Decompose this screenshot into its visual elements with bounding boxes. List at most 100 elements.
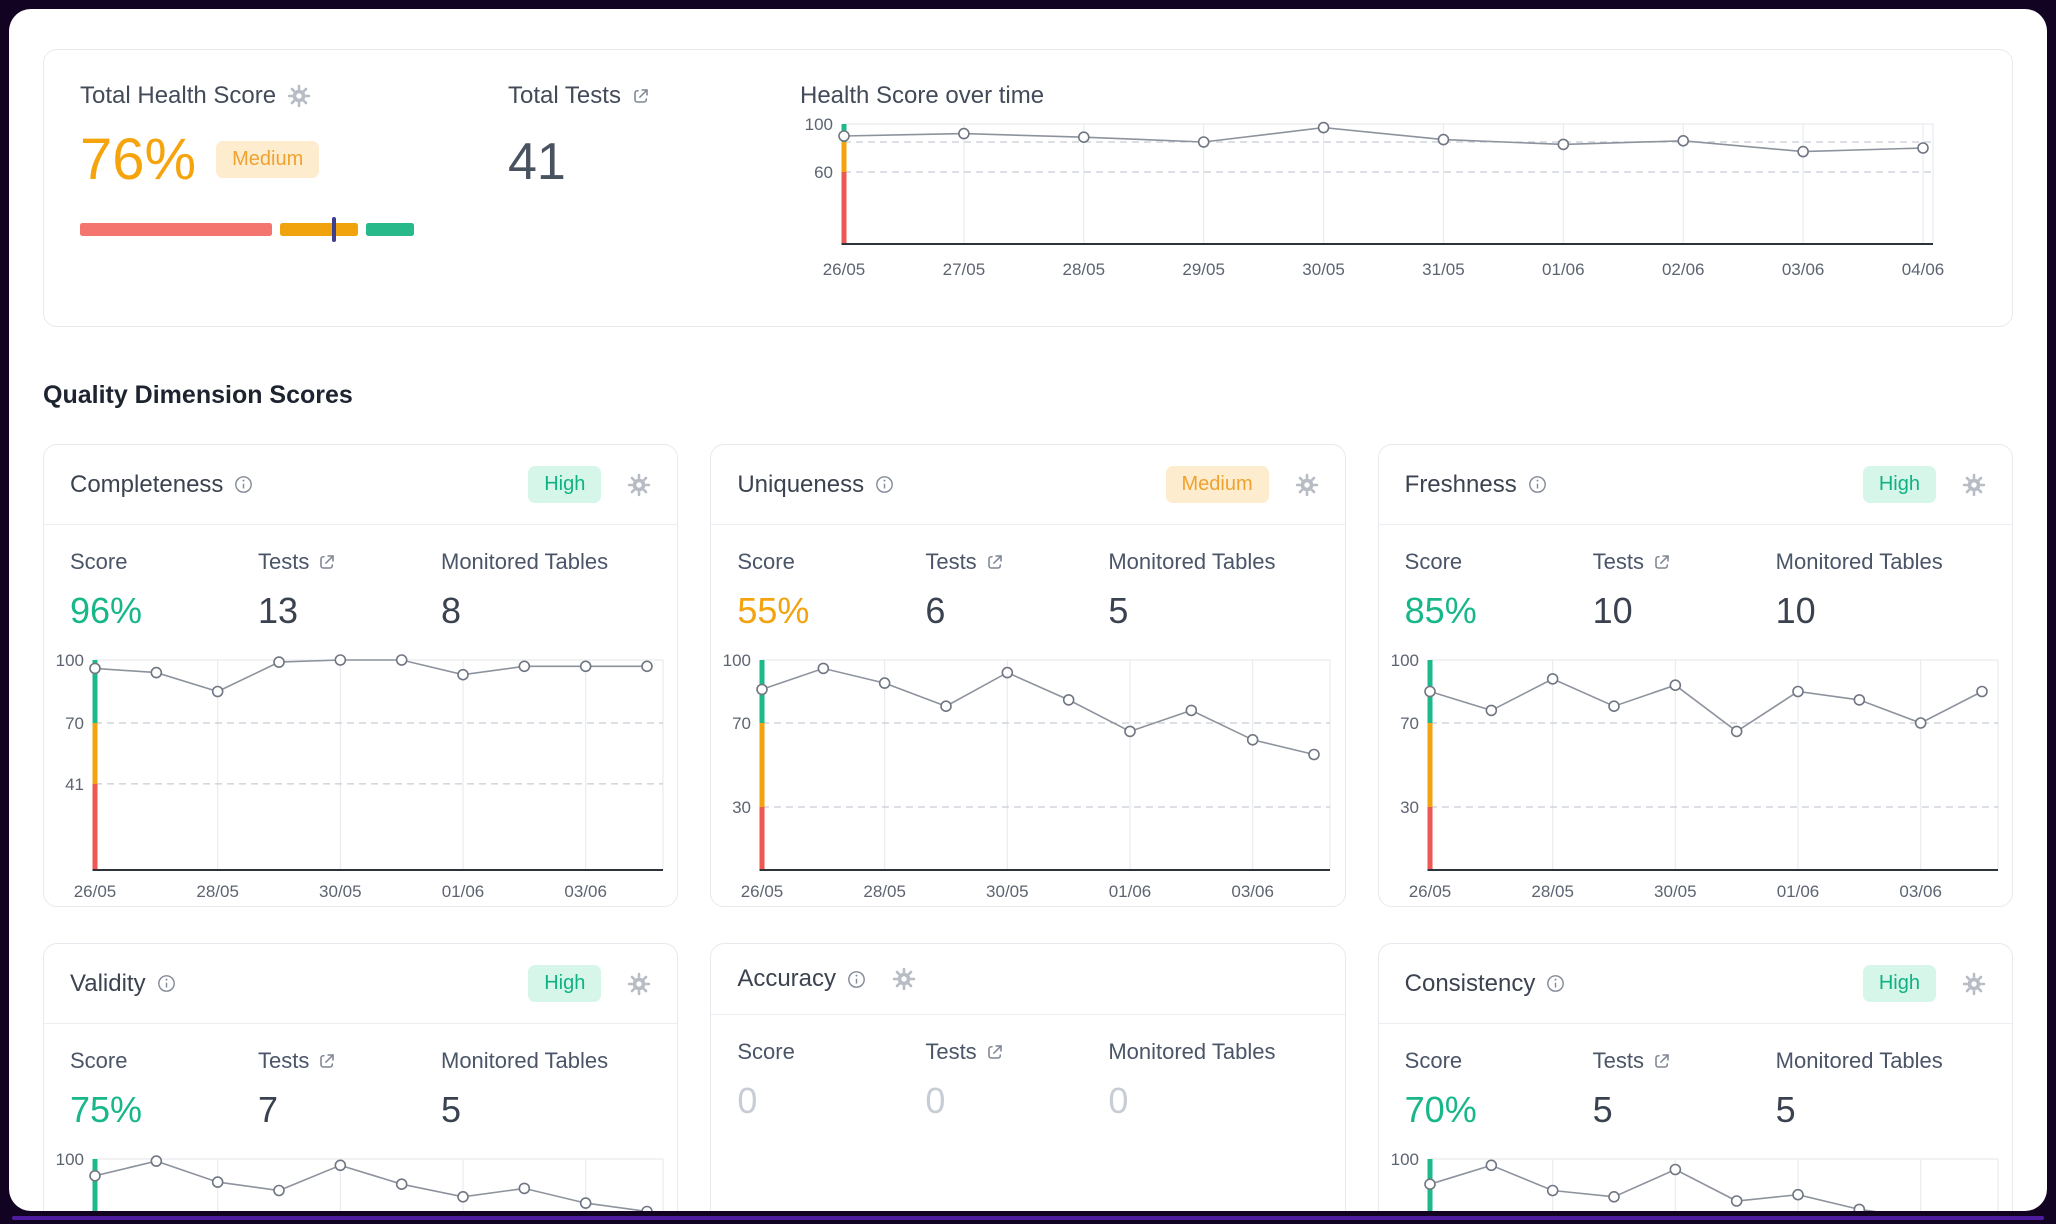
svg-text:31/05: 31/05 [1422,260,1465,279]
tests-label[interactable]: Tests [258,549,310,574]
svg-text:02/06: 02/06 [1662,260,1705,279]
svg-text:26/05: 26/05 [823,260,866,279]
monitored-tables-stat: Monitored Tables 5 [1776,1048,1986,1131]
svg-text:03/06: 03/06 [1899,882,1942,901]
dimension-score-chart: 100 70 41 26/05 28/05 30/05 01/06 03/06 [44,648,677,906]
external-link-icon[interactable] [1653,1052,1671,1070]
gear-icon[interactable] [1962,972,1986,996]
gear-icon[interactable] [1295,473,1319,497]
dimension-card-consistency: Consistency High Score 70% Tests 5 [1377,943,2013,1211]
tests-stat: Tests 6 [925,549,1108,632]
info-icon[interactable] [234,475,253,494]
monitored-tables-label: Monitored Tables [441,1048,609,1073]
dashboard-page: Total Health Score 76% Medium Total Test… [9,9,2047,1211]
svg-text:30: 30 [732,798,751,817]
dimension-title: Uniqueness [737,470,865,498]
gear-icon[interactable] [287,84,311,108]
monitored-tables-stat: Monitored Tables 8 [441,549,651,632]
monitored-tables-label: Monitored Tables [1775,549,1943,574]
tests-value: 0 [925,1080,946,1121]
svg-text:30/05: 30/05 [1654,882,1697,901]
monitored-tables-label: Monitored Tables [1108,549,1276,574]
external-link-icon[interactable] [986,553,1004,571]
monitored-tables-stat: Monitored Tables 5 [441,1048,651,1131]
tests-label[interactable]: Tests [1592,1048,1645,1073]
external-link-icon[interactable] [318,553,336,571]
score-value: 0 [737,1080,758,1121]
gear-icon[interactable] [627,473,651,497]
score-value: 96% [70,590,143,631]
score-value: 85% [1404,590,1477,631]
score-label: Score [70,1048,128,1073]
tests-label[interactable]: Tests [1592,549,1645,574]
level-badge: High [1862,965,1936,1002]
svg-text:30: 30 [1400,798,1419,817]
dimension-card-header: Accuracy [711,944,1345,1015]
dashboard-content: Total Health Score 76% Medium Total Test… [9,49,2047,1211]
svg-text:28/05: 28/05 [1063,260,1106,279]
level-badge: Medium [1165,466,1269,503]
info-icon[interactable] [847,970,866,989]
gear-icon[interactable] [627,972,651,996]
svg-text:100: 100 [56,651,84,670]
svg-text:26/05: 26/05 [74,882,117,901]
external-link-icon[interactable] [1653,553,1671,571]
tests-stat: Tests 7 [258,1048,441,1131]
svg-text:30/05: 30/05 [319,882,362,901]
svg-text:26/05: 26/05 [741,882,784,901]
external-link-icon[interactable] [632,87,650,105]
svg-text:100: 100 [1390,1150,1418,1169]
svg-text:26/05: 26/05 [1408,882,1451,901]
svg-text:03/06: 03/06 [1782,260,1825,279]
tests-label[interactable]: Tests [925,549,977,574]
total-tests-value: 41 [508,133,566,191]
total-health-score-block: Total Health Score 76% Medium [80,82,508,302]
tables-value: 5 [1775,1089,1796,1130]
dimension-stats: Score 85% Tests 10 Monitored Tables 10 [1379,525,2012,648]
svg-text:04/06: 04/06 [1902,260,1945,279]
info-icon[interactable] [1546,974,1565,993]
score-stat: Score 96% [70,549,258,632]
dimension-card-header: Uniqueness Medium [711,445,1345,525]
svg-text:01/06: 01/06 [442,882,485,901]
dimension-card-completeness: Completeness High Score 96% Tests 13 [43,444,679,907]
info-icon[interactable] [875,475,894,494]
monitored-tables-stat: Monitored Tables 5 [1108,549,1318,632]
tests-label[interactable]: Tests [258,1048,310,1073]
tests-value: 10 [1592,590,1633,631]
tables-value: 0 [1108,1080,1129,1121]
dimension-card-header: Freshness High [1378,445,2012,525]
score-stat: Score 0 [737,1039,925,1122]
score-stat: Score 85% [1405,549,1593,632]
external-link-icon[interactable] [318,1052,336,1070]
info-icon[interactable] [157,974,176,993]
total-tests-label[interactable]: Total Tests [508,82,621,109]
external-link-icon[interactable] [986,1043,1004,1061]
svg-text:03/06: 03/06 [1232,882,1275,901]
gear-icon[interactable] [892,967,916,991]
tables-value: 5 [1108,590,1129,631]
gear-icon[interactable] [1962,473,1986,497]
svg-text:100: 100 [723,651,751,670]
dimension-grid: Completeness High Score 96% Tests 13 [43,444,2013,1211]
svg-text:41: 41 [65,775,84,794]
health-score-chart: 100 60 26/05 27/05 28/05 29/05 30/05 31/05 01/06… [800,114,1992,287]
info-icon[interactable] [1528,475,1547,494]
total-health-score-value: 76% [80,127,197,192]
svg-text:03/06: 03/06 [564,882,607,901]
section-title: Quality Dimension Scores [43,381,353,409]
dimension-card-header: Consistency High [1378,944,2012,1024]
svg-text:70: 70 [65,714,84,733]
tests-label[interactable]: Tests [925,1039,977,1064]
svg-text:70: 70 [732,714,751,733]
svg-text:100: 100 [56,1150,84,1169]
score-value: 55% [737,590,810,631]
svg-text:60: 60 [814,163,833,182]
monitored-tables-label: Monitored Tables [1775,1048,1943,1073]
tables-value: 10 [1775,590,1816,631]
score-label: Score [1404,1048,1463,1073]
total-tests-block: Total Tests 41 [508,82,800,302]
